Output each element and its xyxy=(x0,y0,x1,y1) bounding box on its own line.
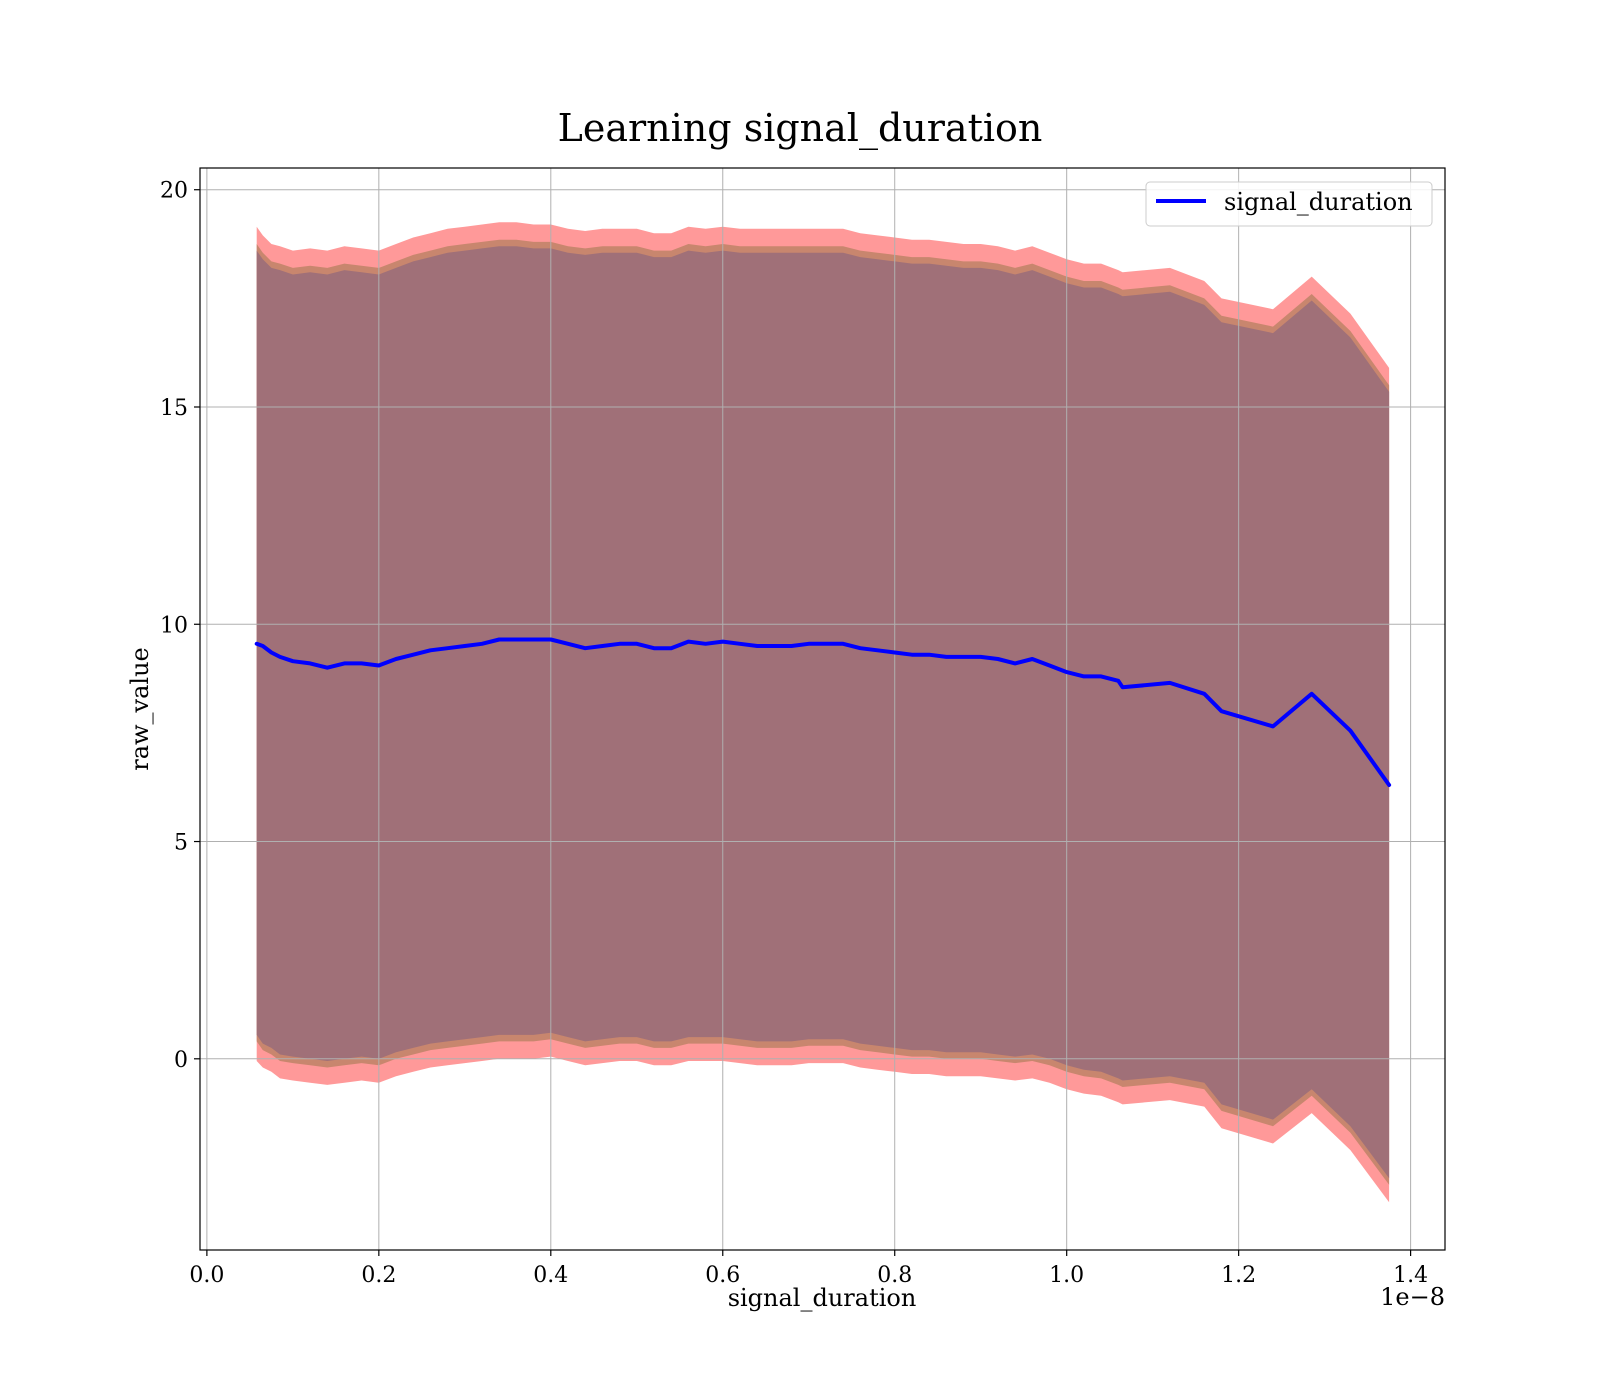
legend-box xyxy=(1145,181,1433,227)
y-tick-label: 15 xyxy=(160,396,188,421)
legend-label: signal_duration xyxy=(1224,188,1413,216)
y-tick-label: 0 xyxy=(174,1048,188,1073)
inner-band xyxy=(256,246,1390,1179)
x-axis-ticks: 0.0 0.2 0.4 0.6 0.8 1.0 1.2 1.4 xyxy=(189,1250,1428,1288)
y-axis-label: raw_value xyxy=(126,647,154,771)
x-tick-label: 0.6 xyxy=(705,1263,740,1288)
x-tick-label: 0.8 xyxy=(877,1263,912,1288)
plot-frame xyxy=(199,167,1446,1251)
x-tick-label: 1.4 xyxy=(1393,1263,1428,1288)
y-tick-label: 10 xyxy=(160,613,188,638)
legend: signal_duration xyxy=(1145,181,1433,227)
signal-duration-line xyxy=(254,637,1392,787)
x-tick-label: 1.0 xyxy=(1049,1263,1084,1288)
series-lines xyxy=(254,637,1392,787)
confidence-bands xyxy=(256,222,1390,1203)
x-axis-label: signal_duration xyxy=(728,1284,917,1312)
x-tick-label: 0.2 xyxy=(361,1263,396,1288)
y-tick-label: 20 xyxy=(160,179,188,204)
x-axis-offset-label: 1e−8 xyxy=(1380,1283,1445,1311)
y-axis-ticks: 0 5 10 15 20 xyxy=(160,179,200,1073)
x-tick-label: 0.0 xyxy=(189,1263,224,1288)
x-tick-label: 0.4 xyxy=(533,1263,568,1288)
grid xyxy=(200,168,1445,1250)
chart-title: Learning signal_duration xyxy=(558,106,1043,151)
x-tick-label: 1.2 xyxy=(1221,1263,1256,1288)
y-tick-label: 5 xyxy=(174,831,188,856)
